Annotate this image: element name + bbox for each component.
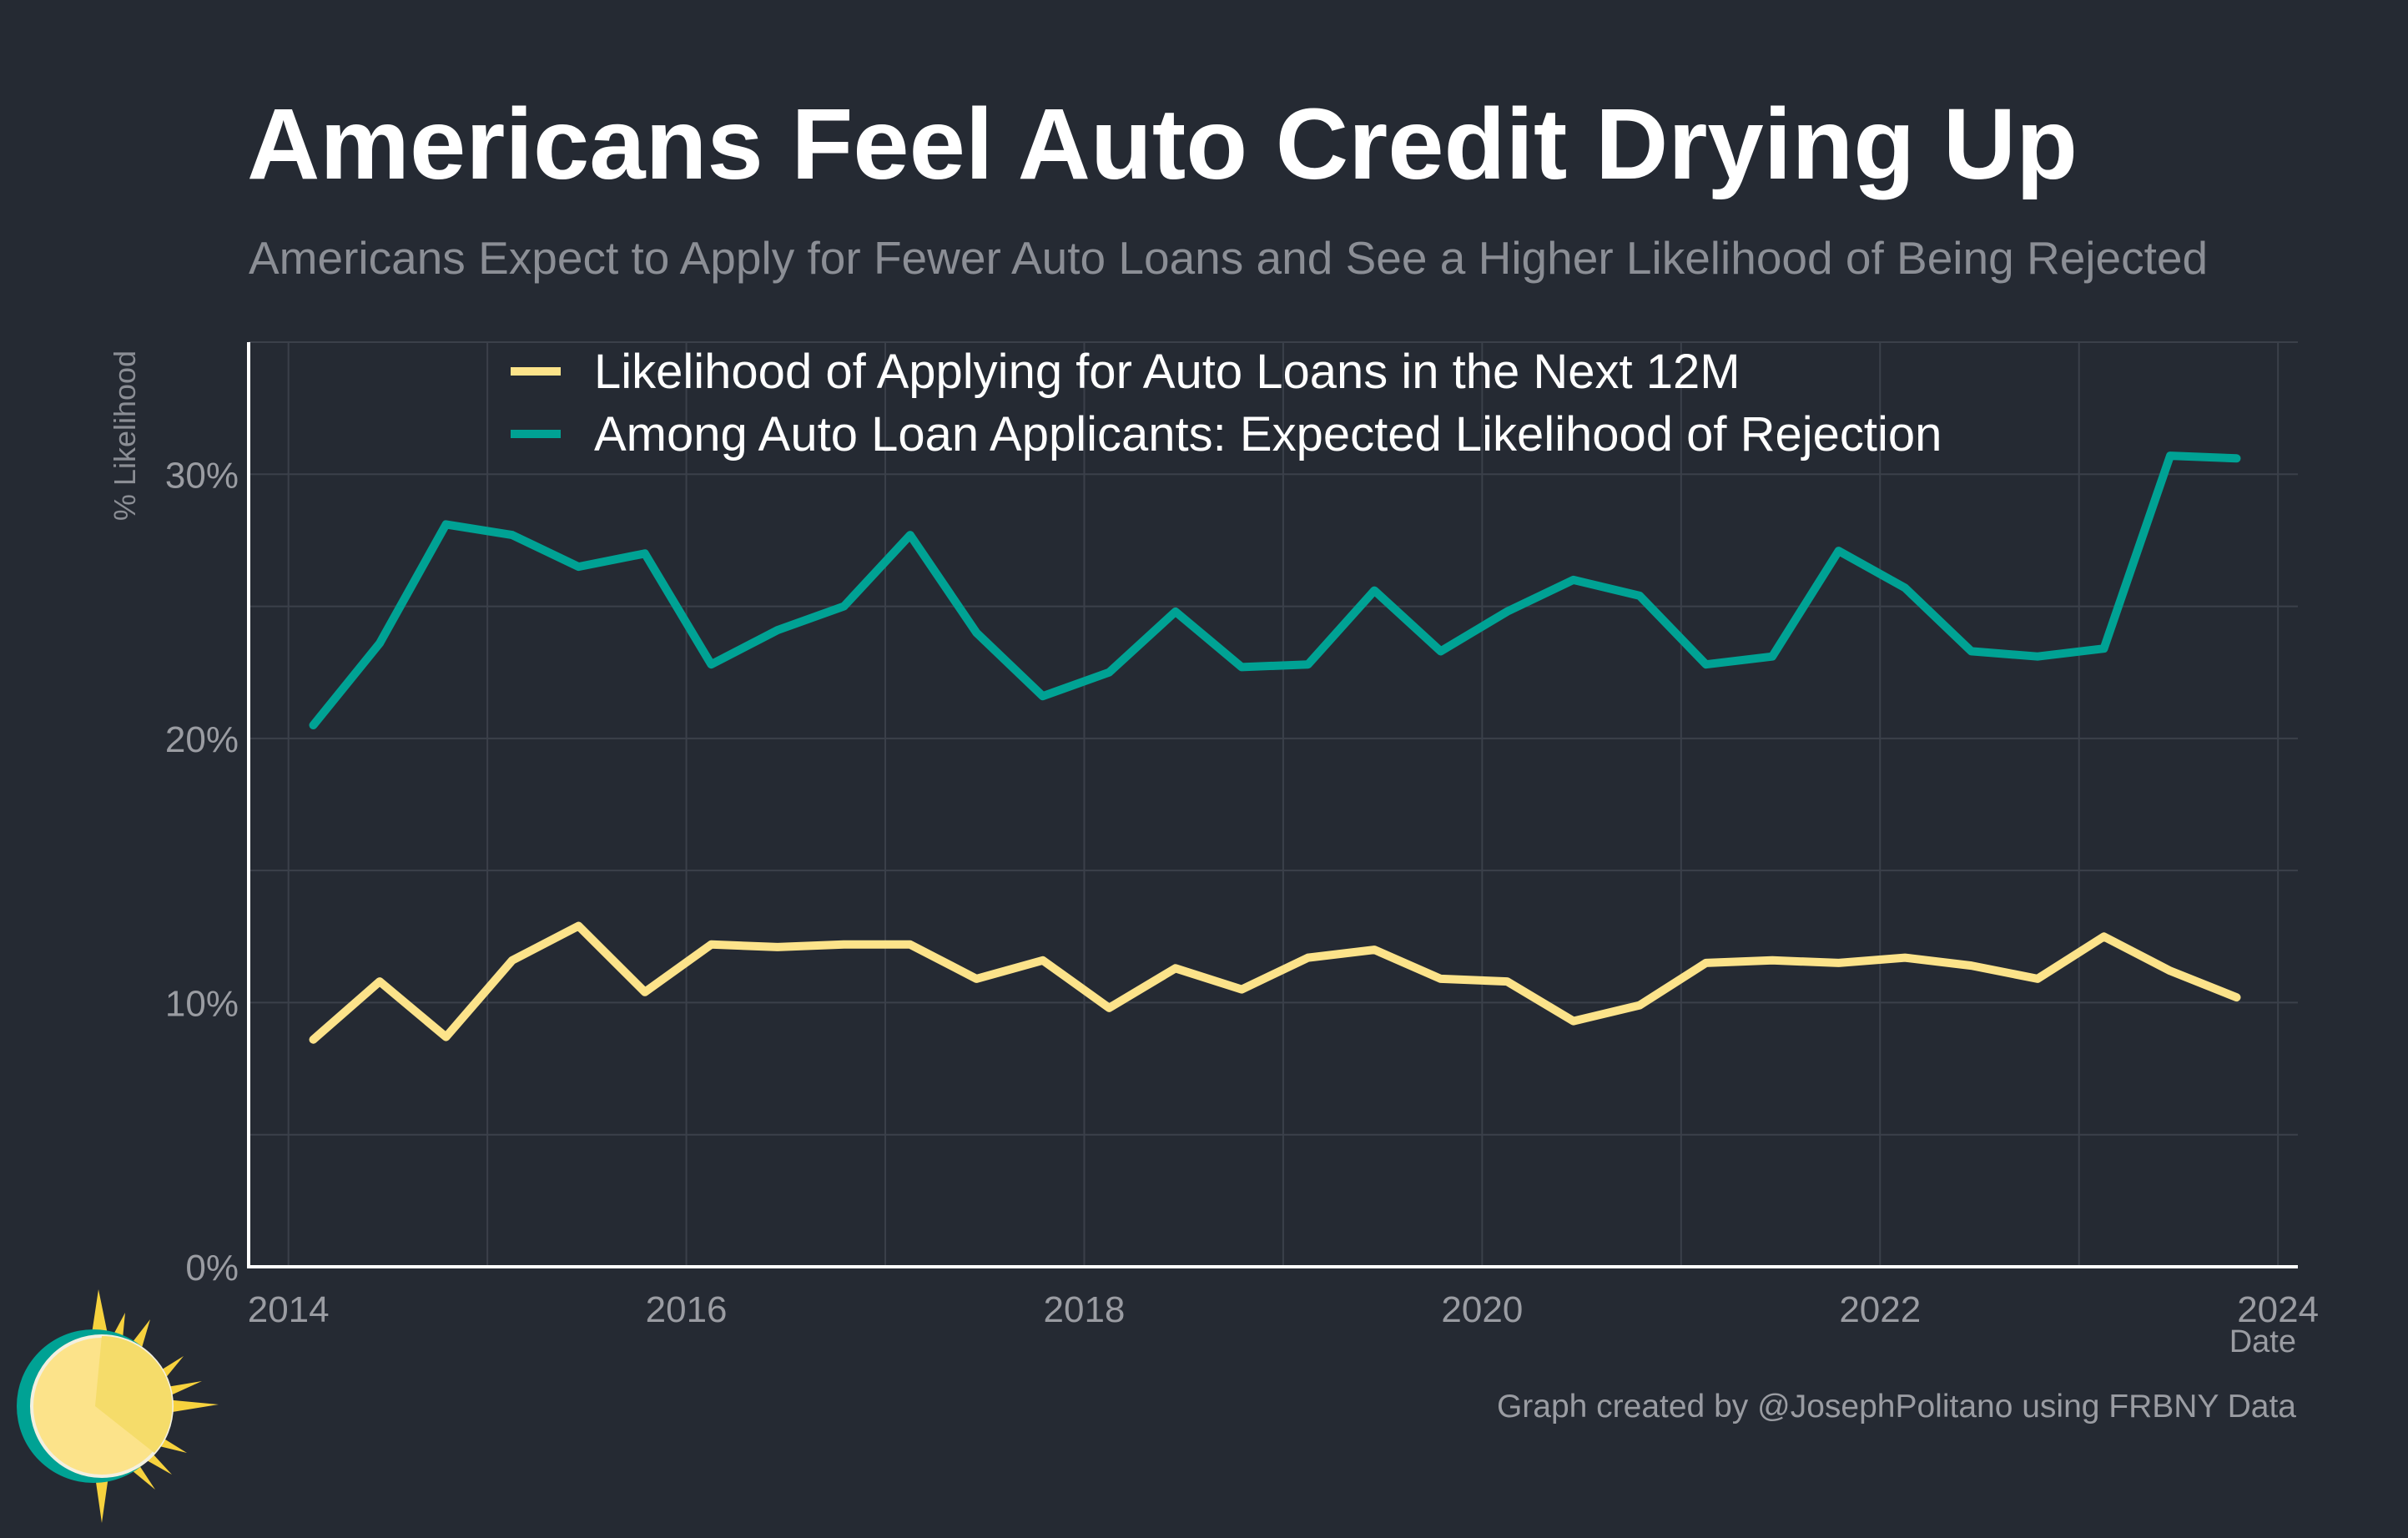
x-tick-label: 2020: [1441, 1289, 1523, 1330]
y-tick-label: 30%: [165, 455, 239, 496]
axes: [247, 342, 2298, 1268]
x-axis-label: Date: [2229, 1324, 2296, 1359]
y-axis-label: % Likelihood: [108, 350, 142, 521]
series-lines: [309, 451, 2241, 1044]
legend: Likelihood of Applying for Auto Loans in…: [511, 345, 1942, 461]
x-tick-label: 2022: [1839, 1289, 1921, 1330]
chart-subtitle: Americans Expect to Apply for Fewer Auto…: [249, 232, 2209, 284]
y-tick-label: 20%: [165, 719, 239, 760]
series-line-2: [309, 451, 2241, 729]
gridlines: [249, 341, 2298, 1267]
y-tick-label: 10%: [165, 983, 239, 1024]
legend-label: Likelihood of Applying for Auto Loans in…: [594, 345, 1741, 399]
legend-label: Among Auto Loan Applicants: Expected Lik…: [594, 407, 1942, 461]
sun-icon: [17, 1289, 219, 1523]
source-caption: Graph created by @JosephPolitano using F…: [1496, 1389, 2296, 1425]
series-line-1: [309, 921, 2241, 1044]
tick-labels: 0% 10% 20% 30% 2014 2016 2018 2020 2022 2024: [165, 455, 2319, 1330]
x-tick-label: 2014: [248, 1289, 330, 1330]
chart-title: Americans Feel Auto Credit Drying Up: [247, 87, 2078, 200]
y-tick-label: 0%: [185, 1248, 239, 1288]
x-tick-label: 2024: [2237, 1289, 2319, 1330]
x-tick-label: 2018: [1044, 1289, 1126, 1330]
x-tick-label: 2016: [646, 1289, 728, 1330]
